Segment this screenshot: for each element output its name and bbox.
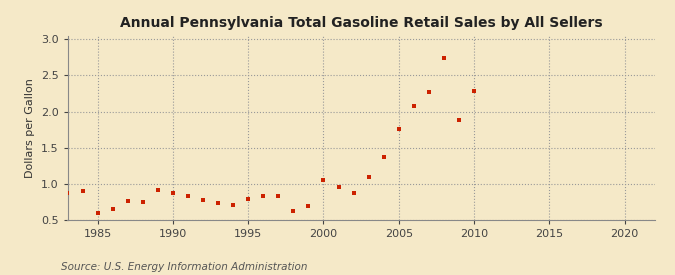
Point — [198, 197, 209, 202]
Point — [423, 90, 434, 94]
Point — [243, 197, 254, 201]
Text: Source: U.S. Energy Information Administration: Source: U.S. Energy Information Administ… — [61, 262, 307, 272]
Point — [454, 118, 464, 122]
Point — [333, 185, 344, 189]
Point — [107, 207, 118, 211]
Point — [92, 211, 103, 215]
Point — [62, 190, 73, 195]
Point — [227, 203, 238, 207]
Point — [468, 89, 479, 93]
Point — [213, 201, 223, 206]
Point — [439, 56, 450, 60]
Point — [408, 104, 419, 108]
Point — [182, 194, 193, 198]
Point — [167, 190, 178, 195]
Point — [318, 178, 329, 182]
Point — [273, 194, 284, 198]
Point — [348, 191, 359, 196]
Point — [303, 203, 314, 208]
Point — [122, 199, 133, 204]
Point — [363, 175, 374, 180]
Point — [394, 127, 404, 131]
Title: Annual Pennsylvania Total Gasoline Retail Sales by All Sellers: Annual Pennsylvania Total Gasoline Retai… — [120, 16, 602, 31]
Point — [288, 209, 299, 213]
Point — [258, 194, 269, 198]
Y-axis label: Dollars per Gallon: Dollars per Gallon — [25, 78, 35, 178]
Point — [138, 200, 148, 204]
Point — [153, 188, 163, 192]
Point — [77, 189, 88, 193]
Point — [378, 155, 389, 159]
